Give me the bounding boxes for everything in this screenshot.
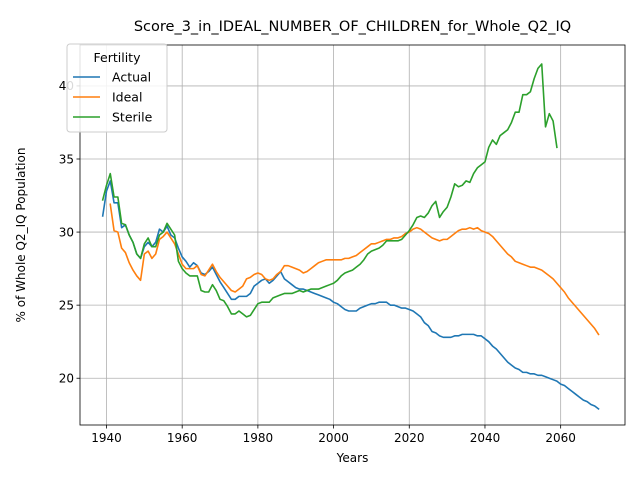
x-axis-ticks: 1940 1960 1980 2000 2020 2040 2060 <box>91 425 576 445</box>
series-line-sterile <box>101 63 558 318</box>
legend-title: Fertility <box>94 50 142 65</box>
x-tick-label: 1980 <box>243 431 274 445</box>
chart-title: Score_3_in_IDEAL_NUMBER_OF_CHILDREN_for_… <box>134 19 571 35</box>
legend-label-sterile: Sterile <box>112 110 153 125</box>
y-tick-label: 25 <box>59 298 74 312</box>
y-tick-label: 20 <box>59 372 74 386</box>
x-tick-label: 2020 <box>394 431 425 445</box>
y-tick-label: 35 <box>59 152 74 166</box>
legend-box <box>66 43 168 133</box>
series-lines <box>101 63 600 411</box>
x-tick-label: 1940 <box>91 431 122 445</box>
legend-label-ideal: Ideal <box>112 90 142 105</box>
y-tick-label: 30 <box>59 225 74 239</box>
series-line-actual <box>101 180 600 411</box>
y-axis-label: % of Whole Q2_IQ Population <box>14 148 28 323</box>
series-line-ideal <box>109 203 600 336</box>
x-tick-label: 1960 <box>167 431 198 445</box>
x-tick-label: 2040 <box>470 431 501 445</box>
x-tick-label: 2060 <box>545 431 576 445</box>
x-axis-label: Years <box>336 451 369 465</box>
legend: Fertility Actual Ideal Sterile <box>66 43 168 133</box>
grid-lines <box>80 45 625 425</box>
x-tick-label: 2000 <box>318 431 349 445</box>
legend-label-actual: Actual <box>112 70 151 85</box>
plot-frame <box>79 44 626 426</box>
